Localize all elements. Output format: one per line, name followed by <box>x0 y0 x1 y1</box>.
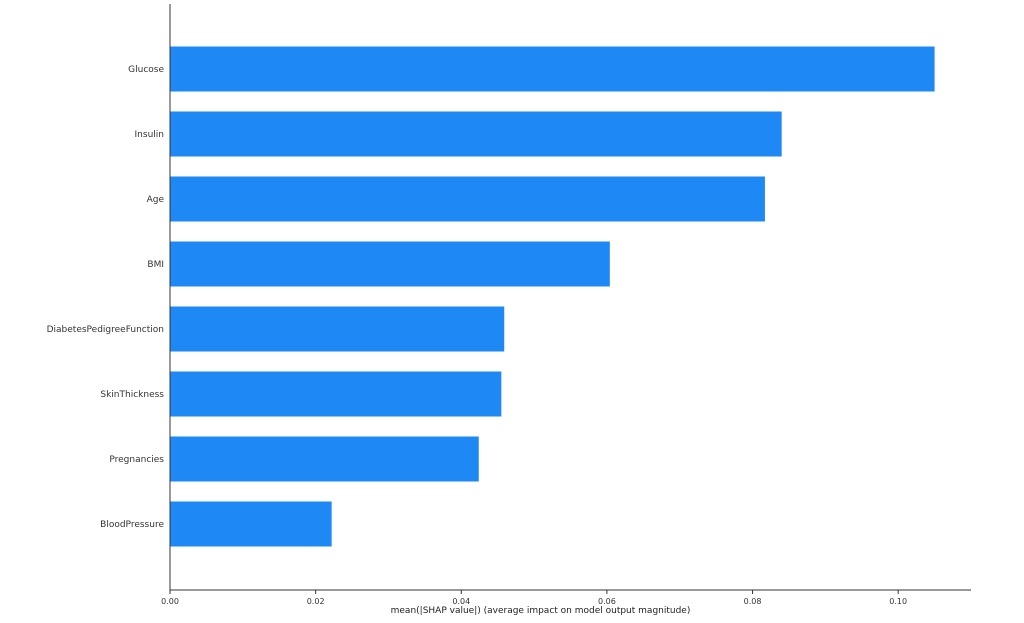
x-ticks: 0.00 0.02 0.04 0.06 0.08 0.10 <box>161 590 907 606</box>
x-axis-title: mean(|SHAP value|) (average impact on mo… <box>391 606 691 616</box>
category-label: Glucose <box>128 65 164 75</box>
x-tick-label: 0.08 <box>744 597 762 606</box>
bar-insulin <box>170 111 782 157</box>
x-tick-label: 0.02 <box>307 597 325 606</box>
category-label: Pregnancies <box>109 455 164 465</box>
bar-age <box>170 176 765 222</box>
x-tick-label: 0.06 <box>598 597 616 606</box>
category-label: SkinThickness <box>100 390 164 400</box>
category-label: BMI <box>147 260 164 270</box>
category-label: DiabetesPedigreeFunction <box>47 325 164 335</box>
x-tick-label: 0.10 <box>889 597 907 606</box>
category-labels: Glucose Insulin Age BMI DiabetesPedigreeFunc… <box>47 65 165 530</box>
bar-skinthickness <box>170 371 502 417</box>
bar-glucose <box>170 46 935 92</box>
bar-bmi <box>170 241 610 287</box>
category-label: BloodPressure <box>100 520 164 530</box>
category-label: Age <box>147 195 165 205</box>
x-tick-label: 0.00 <box>161 597 179 606</box>
bars-group <box>170 46 935 547</box>
category-label: Insulin <box>135 130 164 140</box>
bar-bloodpressure <box>170 501 332 547</box>
bar-diabetespedigreefunction <box>170 306 505 352</box>
bar-pregnancies <box>170 436 479 482</box>
x-tick-label: 0.04 <box>452 597 470 606</box>
